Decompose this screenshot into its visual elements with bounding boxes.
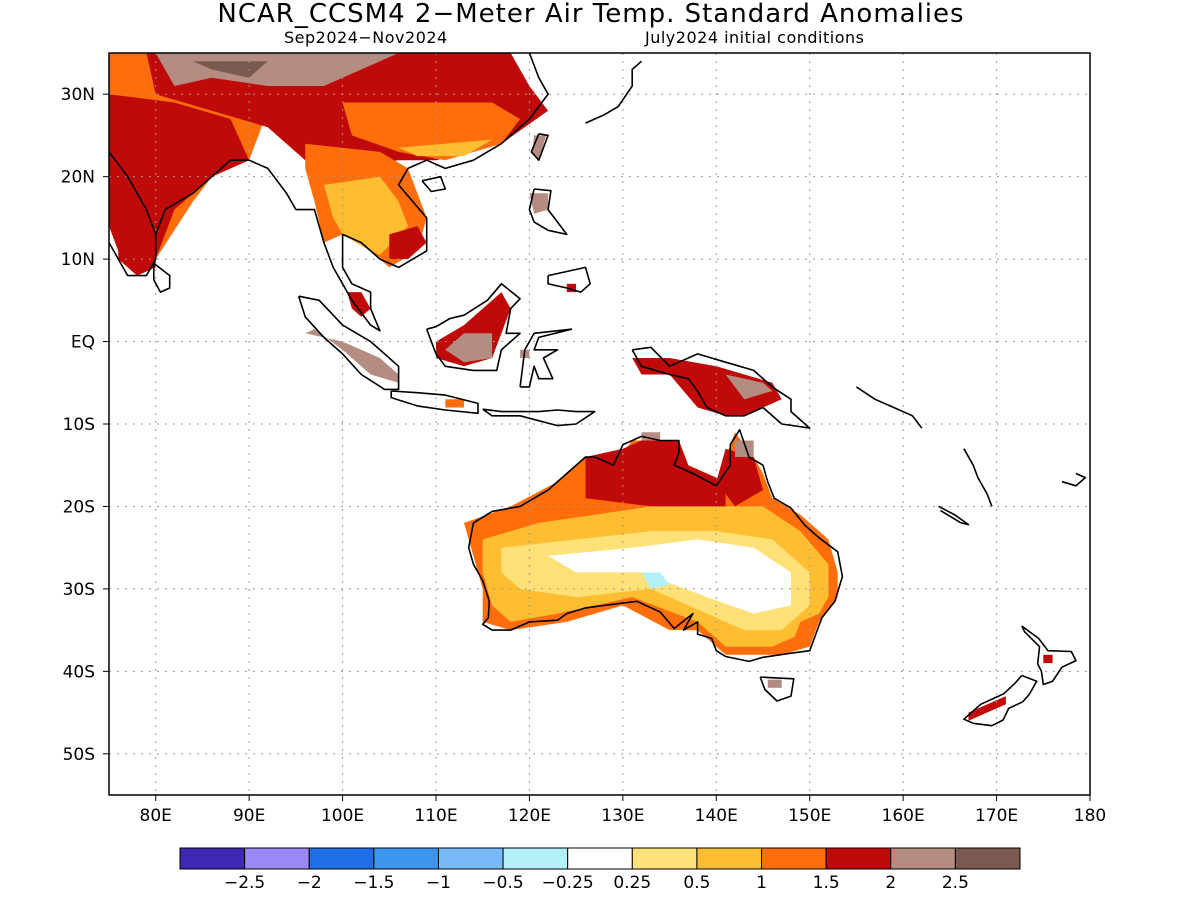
y-tick-label: 30S xyxy=(63,580,95,600)
season-subtitle: Sep2024−Nov2024 xyxy=(284,28,448,47)
colorbar-label: −2 xyxy=(297,873,322,893)
colorbar-swatch xyxy=(502,847,569,870)
y-tick-label: EQ xyxy=(71,333,95,353)
anomaly-region-borneo-brown xyxy=(445,333,493,363)
colorbar-label: −1 xyxy=(426,873,451,893)
x-tick-label: 80E xyxy=(140,806,172,826)
anomaly-region-arnhem-brown xyxy=(641,432,661,441)
coastline-new-caledonia xyxy=(938,505,970,526)
init-conditions-subtitle: July2024 initial conditions xyxy=(645,28,865,47)
anomaly-shading xyxy=(109,53,1053,721)
anomaly-region-new-guinea-brown xyxy=(725,374,773,400)
coastline-tasmania-coast xyxy=(759,676,795,702)
colorbar-label: 2 xyxy=(885,873,896,893)
colorbar-swatch xyxy=(308,847,375,870)
y-tick-label: 10S xyxy=(63,415,95,435)
anomaly-region-java xyxy=(445,399,464,408)
y-tick-label: 30N xyxy=(61,85,95,105)
coastline-nz-north-coast xyxy=(1021,625,1077,686)
y-tick-label: 50S xyxy=(63,745,95,765)
anomaly-region-vietnam-red xyxy=(389,226,427,260)
coastline-java-coast xyxy=(390,390,479,415)
anomaly-region-se-coast-orange xyxy=(791,613,820,647)
anomaly-region-nz-north xyxy=(1043,654,1053,664)
x-tick-label: 180 xyxy=(1074,806,1106,826)
coastline-vanuatu xyxy=(963,448,993,507)
y-tick-label: 20N xyxy=(61,168,95,188)
colorbar-label: −2.5 xyxy=(224,873,265,893)
anomaly-region-malaya-red xyxy=(347,292,371,317)
anomaly-region-nz-south xyxy=(968,696,1006,721)
colorbar-swatch xyxy=(954,847,1021,870)
anomaly-region-cape-york-brown xyxy=(735,440,754,457)
colorbar-swatch xyxy=(179,847,246,870)
coastline-sulawesi-coast xyxy=(519,328,573,388)
coastline-mindanao-coast xyxy=(547,266,592,293)
anomaly-region-china-yellow xyxy=(398,139,493,157)
colorbar-swatch xyxy=(890,847,956,870)
anomaly-region-india-core xyxy=(109,94,250,268)
colorbar-label: 0.5 xyxy=(683,873,710,893)
x-tick-label: 90E xyxy=(233,806,265,826)
coastline-japan-ryukyu xyxy=(585,60,643,124)
colorbar-label: −1.5 xyxy=(353,873,394,893)
coastline-sumatra-coast xyxy=(297,295,400,391)
colorbar-swatch xyxy=(825,847,892,870)
colorbar-swatch xyxy=(696,847,763,870)
x-tick-label: 100E xyxy=(321,806,364,826)
coastline-sri-lanka xyxy=(153,262,171,293)
anomaly-region-luzon xyxy=(529,193,549,214)
anomaly-region-australia-cyan xyxy=(641,572,670,589)
anomaly-region-top-end-red xyxy=(585,440,726,507)
coastline-borneo-coast xyxy=(425,282,521,372)
x-tick-label: 160E xyxy=(882,806,925,826)
coastline-asia-coast xyxy=(109,151,157,277)
colorbar-swatch xyxy=(244,847,310,870)
y-tick-label: 40S xyxy=(63,662,95,682)
coastline-new-guinea-coast xyxy=(631,346,811,429)
y-tick-label: 10N xyxy=(61,250,95,270)
x-tick-label: 150E xyxy=(788,806,831,826)
grid xyxy=(109,53,1090,795)
colorbar-swatch xyxy=(373,847,439,870)
colorbar-label: 1 xyxy=(756,873,767,893)
coastline-fiji xyxy=(1061,472,1087,487)
coastline-nz-south-coast xyxy=(963,674,1038,727)
anomaly-region-tasmania xyxy=(767,679,782,688)
anomaly-region-cape-york xyxy=(716,448,763,507)
coastline-solomons xyxy=(855,386,923,429)
colorbar: −2.5 −2 −1.5 −1 −0.5 −0.25 0.25 0.5 1 1.5 2 2.5 xyxy=(179,847,1021,893)
anomaly-region-australia-4 xyxy=(548,539,791,614)
colorbar-swatch xyxy=(567,847,633,870)
axis-ticks: 80E 90E 100E 110E 120E 130E 140E 150E 160E 170E 18… xyxy=(61,85,1107,826)
coastline-taiwan-coast xyxy=(530,133,549,161)
coastline-lesser-sunda xyxy=(482,408,596,427)
coastlines xyxy=(109,53,1087,727)
anomaly-region-new-guinea xyxy=(632,358,782,416)
coastline-luzon-coast xyxy=(528,188,568,236)
colorbar-swatch xyxy=(631,847,698,870)
colorbar-label: 2.5 xyxy=(942,873,969,893)
colorbar-swatch xyxy=(437,847,504,870)
colorbar-label: −0.5 xyxy=(482,873,523,893)
anomaly-region-sumatra-brown xyxy=(305,329,399,383)
x-tick-label: 140E xyxy=(695,806,738,826)
anomaly-region-china-dark xyxy=(193,61,268,78)
coastline-australia-coast xyxy=(467,428,844,663)
chart-title: NCAR_CCSM4 2−Meter Air Temp. Standard An… xyxy=(217,0,965,29)
x-tick-label: 170E xyxy=(975,806,1018,826)
colorbar-swatch xyxy=(761,847,827,870)
anomaly-region-india-south xyxy=(118,226,156,276)
colorbar-label: 0.25 xyxy=(613,873,651,893)
y-tick-label: 20S xyxy=(63,497,95,517)
coastline-hainan xyxy=(421,175,447,193)
x-tick-label: 130E xyxy=(601,806,644,826)
colorbar-label: 1.5 xyxy=(813,873,840,893)
colorbar-label: −0.25 xyxy=(542,873,594,893)
coastline-india-east-coast xyxy=(154,53,549,332)
x-tick-label: 110E xyxy=(414,806,457,826)
x-tick-label: 120E xyxy=(508,806,551,826)
